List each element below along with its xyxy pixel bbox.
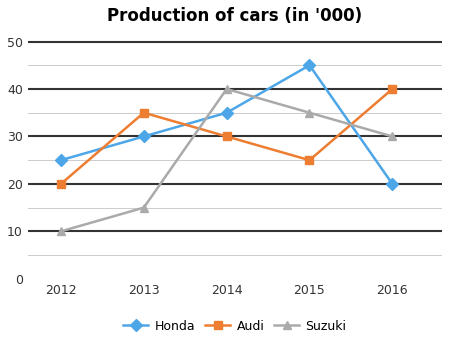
Title: Production of cars (in '000): Production of cars (in '000) <box>107 7 362 25</box>
Audi <box>307 158 312 162</box>
Line: Suzuki: Suzuki <box>57 85 396 236</box>
Suzuki <box>390 134 395 138</box>
Suzuki <box>224 87 229 91</box>
Line: Audi: Audi <box>57 85 396 188</box>
Suzuki <box>58 229 64 233</box>
Audi <box>141 111 146 115</box>
Honda <box>307 63 312 67</box>
Legend: Honda, Audi, Suzuki: Honda, Audi, Suzuki <box>118 314 352 338</box>
Audi <box>58 182 64 186</box>
Honda <box>224 111 229 115</box>
Audi <box>224 134 229 138</box>
Honda <box>58 158 64 162</box>
Suzuki <box>141 206 146 210</box>
Honda <box>390 182 395 186</box>
Suzuki <box>307 111 312 115</box>
Honda <box>141 134 146 138</box>
Audi <box>390 87 395 91</box>
Line: Honda: Honda <box>57 61 396 188</box>
